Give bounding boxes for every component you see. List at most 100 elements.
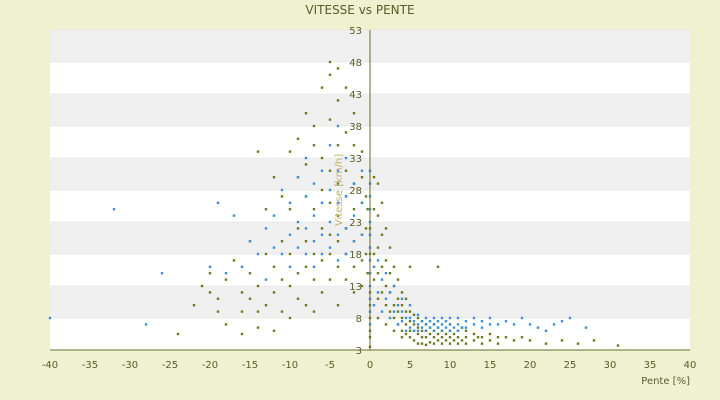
y-tick-label: 13 [349, 282, 362, 293]
data-point [112, 208, 116, 211]
data-point [336, 259, 340, 262]
data-point [352, 144, 356, 147]
data-point [412, 320, 416, 323]
data-point [384, 259, 388, 262]
y-tick-label: 33 [349, 154, 362, 165]
x-tick-label: -30 [122, 360, 138, 371]
data-point [392, 304, 396, 307]
data-point [296, 176, 300, 179]
data-point [328, 233, 332, 236]
data-point [304, 156, 308, 160]
data-point [464, 342, 468, 345]
data-point [372, 208, 376, 211]
x-tick-label: 30 [604, 360, 617, 371]
data-point [224, 272, 228, 275]
data-point [376, 316, 380, 320]
data-point [296, 137, 300, 140]
x-tick-label: -5 [325, 360, 335, 371]
data-point [416, 342, 420, 345]
data-point [432, 329, 436, 332]
x-tick-label: 40 [684, 360, 697, 371]
data-point [288, 150, 292, 153]
data-point [360, 284, 364, 288]
data-point [288, 208, 292, 211]
data-point [224, 323, 228, 326]
data-point [344, 86, 348, 89]
data-point [440, 323, 444, 326]
data-point [504, 320, 508, 323]
data-point [404, 316, 408, 320]
data-point [366, 272, 369, 275]
data-point [320, 188, 324, 192]
data-point [380, 278, 384, 281]
data-point [384, 272, 388, 275]
data-point [376, 214, 380, 217]
data-point [456, 329, 460, 332]
data-point [336, 124, 340, 128]
data-point [376, 272, 380, 275]
data-point [456, 342, 460, 345]
data-point [452, 332, 456, 336]
data-point [480, 326, 484, 329]
data-point [424, 323, 428, 326]
data-point [412, 329, 416, 332]
data-point [272, 214, 276, 217]
data-point [488, 332, 492, 336]
data-point [360, 233, 364, 236]
data-point [320, 169, 324, 172]
data-point [452, 326, 456, 329]
data-point [404, 310, 408, 313]
x-tick-label: -40 [42, 360, 58, 371]
data-point [488, 316, 492, 320]
data-point [560, 320, 564, 323]
data-point [232, 259, 236, 262]
data-point [312, 182, 316, 185]
data-point [420, 342, 424, 345]
data-point [372, 304, 376, 307]
data-point [336, 144, 340, 147]
data-point [448, 329, 452, 332]
data-point [416, 316, 420, 320]
data-point [336, 67, 340, 70]
data-point [376, 259, 380, 262]
data-point [216, 310, 220, 313]
data-point [372, 176, 376, 179]
data-point [376, 291, 380, 294]
data-point [444, 326, 448, 329]
data-point [512, 339, 516, 342]
data-point [272, 329, 276, 332]
data-point [396, 278, 400, 281]
data-point [272, 176, 276, 179]
data-point [304, 240, 308, 243]
data-point [464, 320, 468, 323]
data-point [280, 252, 284, 256]
data-point [296, 297, 300, 300]
data-point [288, 265, 292, 268]
data-point [424, 343, 428, 347]
data-point [288, 316, 292, 320]
data-point [320, 252, 324, 256]
axes [50, 30, 690, 351]
x-axis-label: Pente [%] [641, 376, 690, 387]
data-point [336, 201, 340, 204]
data-point [388, 272, 392, 275]
data-point [384, 297, 388, 300]
data-point [400, 316, 404, 320]
data-point [404, 323, 408, 326]
data-point [256, 150, 260, 153]
data-point [388, 316, 392, 320]
x-tick-label: -10 [282, 360, 298, 371]
data-point [392, 316, 396, 320]
data-point [296, 227, 300, 230]
data-point [280, 310, 284, 313]
data-point [416, 332, 420, 336]
data-point [544, 342, 548, 345]
data-point [328, 252, 332, 256]
data-point [344, 131, 348, 134]
data-point [336, 304, 340, 307]
data-point [552, 323, 556, 326]
data-point [372, 265, 376, 268]
data-point [364, 227, 368, 230]
data-point [440, 342, 444, 345]
